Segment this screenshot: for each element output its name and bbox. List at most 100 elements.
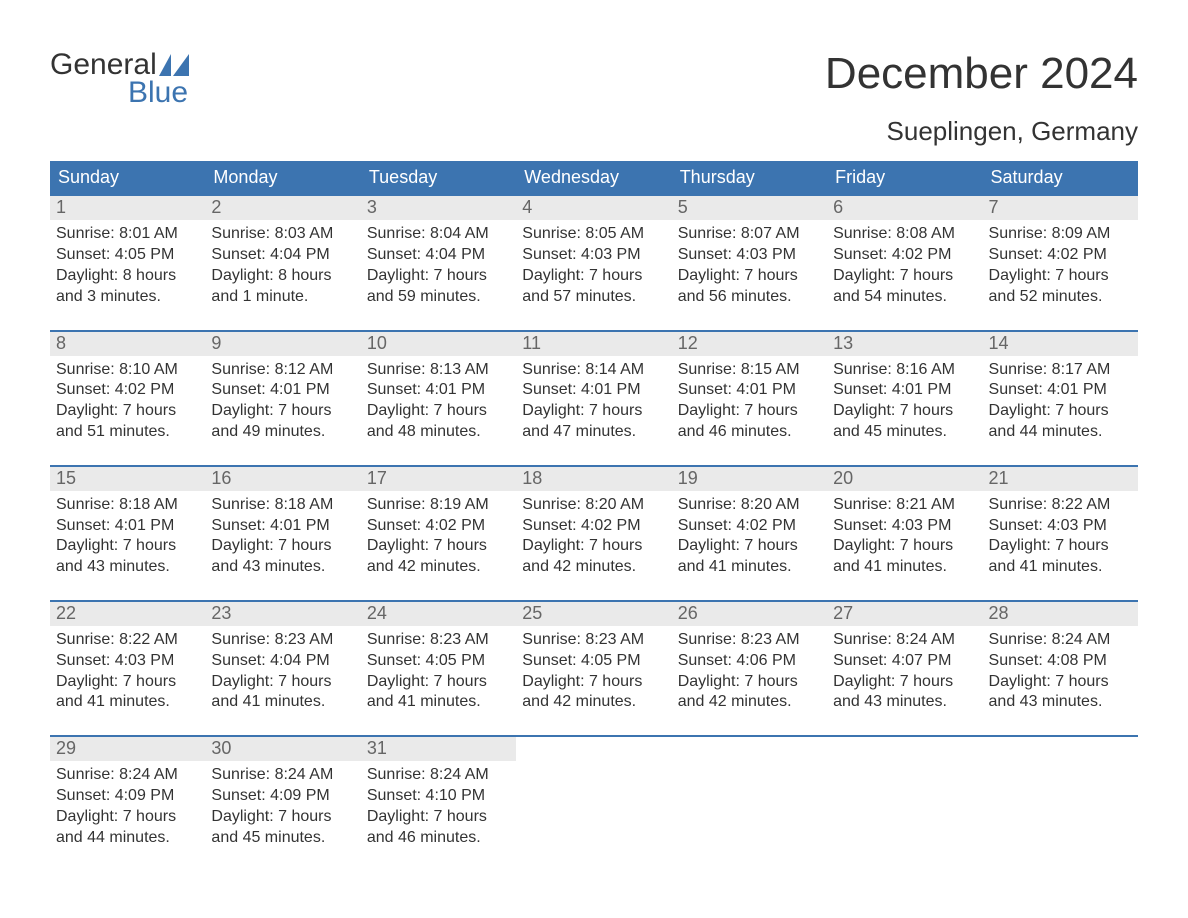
weekday-header: Thursday [672, 161, 827, 196]
day-detail: Sunrise: 8:10 AMSunset: 4:02 PMDaylight:… [50, 356, 205, 447]
day-line: Sunset: 4:02 PM [522, 516, 665, 537]
day-line: Daylight: 8 hours [56, 266, 199, 287]
day-line: and 46 minutes. [678, 422, 821, 443]
day-line: Daylight: 7 hours [56, 672, 199, 693]
calendar-week: 1Sunrise: 8:01 AMSunset: 4:05 PMDaylight… [50, 196, 1138, 311]
day-detail: Sunrise: 8:04 AMSunset: 4:04 PMDaylight:… [361, 220, 516, 311]
day-line: Sunrise: 8:03 AM [211, 224, 354, 245]
day-line: Sunset: 4:01 PM [56, 516, 199, 537]
day-detail: Sunrise: 8:14 AMSunset: 4:01 PMDaylight:… [516, 356, 671, 447]
day-line: Sunrise: 8:24 AM [211, 765, 354, 786]
day-number: 21 [983, 467, 1138, 491]
day-line: and 44 minutes. [56, 828, 199, 849]
day-detail: Sunrise: 8:21 AMSunset: 4:03 PMDaylight:… [827, 491, 982, 582]
calendar-day [827, 737, 982, 852]
calendar-day [983, 737, 1138, 852]
calendar-day: 15 Sunrise: 8:18 AMSunset: 4:01 PMDayligh… [50, 467, 205, 582]
day-detail: Sunrise: 8:24 AMSunset: 4:07 PMDaylight:… [827, 626, 982, 717]
weekday-header: Tuesday [361, 161, 516, 196]
day-number: 7 [983, 196, 1138, 220]
day-line: Sunrise: 8:14 AM [522, 360, 665, 381]
day-line: Sunset: 4:01 PM [367, 380, 510, 401]
day-detail: Sunrise: 8:08 AMSunset: 4:02 PMDaylight:… [827, 220, 982, 311]
day-number: 23 [205, 602, 360, 626]
day-detail: Sunrise: 8:12 AMSunset: 4:01 PMDaylight:… [205, 356, 360, 447]
day-line: Sunrise: 8:19 AM [367, 495, 510, 516]
day-line: Sunrise: 8:24 AM [367, 765, 510, 786]
calendar-day: 26Sunrise: 8:23 AMSunset: 4:06 PMDayligh… [672, 602, 827, 717]
day-detail: Sunrise: 8:24 AMSunset: 4:08 PMDaylight:… [983, 626, 1138, 717]
day-number: 8 [50, 332, 205, 356]
day-number: 18 [516, 467, 671, 491]
day-line: Sunrise: 8:24 AM [989, 630, 1132, 651]
day-line: and 41 minutes. [56, 692, 199, 713]
day-number: 27 [827, 602, 982, 626]
day-line: Sunset: 4:07 PM [833, 651, 976, 672]
day-line: Sunset: 4:05 PM [522, 651, 665, 672]
day-line: Daylight: 7 hours [211, 536, 354, 557]
day-number: 24 [361, 602, 516, 626]
calendar-day: 4Sunrise: 8:05 AMSunset: 4:03 PMDaylight… [516, 196, 671, 311]
day-number: 20 [827, 467, 982, 491]
calendar-day: 5Sunrise: 8:07 AMSunset: 4:03 PMDaylight… [672, 196, 827, 311]
day-detail: Sunrise: 8:09 AMSunset: 4:02 PMDaylight:… [983, 220, 1138, 311]
day-line: Sunset: 4:02 PM [367, 516, 510, 537]
day-line: Sunset: 4:06 PM [678, 651, 821, 672]
calendar-week: 8Sunrise: 8:10 AMSunset: 4:02 PMDaylight… [50, 330, 1138, 447]
calendar-day: 22Sunrise: 8:22 AMSunset: 4:03 PMDayligh… [50, 602, 205, 717]
day-line: Sunset: 4:09 PM [56, 786, 199, 807]
day-line: Sunrise: 8:23 AM [211, 630, 354, 651]
day-line: Sunset: 4:05 PM [56, 245, 199, 266]
day-detail: Sunrise: 8:22 AMSunset: 4:03 PMDaylight:… [983, 491, 1138, 582]
calendar-day: 12Sunrise: 8:15 AMSunset: 4:01 PMDayligh… [672, 332, 827, 447]
calendar-day: 19Sunrise: 8:20 AMSunset: 4:02 PMDayligh… [672, 467, 827, 582]
day-detail: Sunrise: 8:23 AMSunset: 4:05 PMDaylight:… [516, 626, 671, 717]
day-line: Sunset: 4:02 PM [56, 380, 199, 401]
day-detail: Sunrise: 8:18 AMSunset: 4:01 PMDaylight:… [205, 491, 360, 582]
day-number: 17 [361, 467, 516, 491]
calendar-day: 7Sunrise: 8:09 AMSunset: 4:02 PMDaylight… [983, 196, 1138, 311]
day-line: Daylight: 7 hours [989, 672, 1132, 693]
day-detail: Sunrise: 8:03 AMSunset: 4:04 PMDaylight:… [205, 220, 360, 311]
day-detail: Sunrise: 8:19 AMSunset: 4:02 PMDaylight:… [361, 491, 516, 582]
day-line: and 41 minutes. [833, 557, 976, 578]
day-detail: Sunrise: 8:01 AMSunset: 4:05 PMDaylight:… [50, 220, 205, 311]
day-line: Sunrise: 8:10 AM [56, 360, 199, 381]
day-line: Sunset: 4:03 PM [989, 516, 1132, 537]
day-line: Daylight: 8 hours [211, 266, 354, 287]
weekday-header: Friday [827, 161, 982, 196]
day-number: 15 [50, 467, 205, 491]
day-number: 30 [205, 737, 360, 761]
day-line: and 42 minutes. [522, 557, 665, 578]
day-line: Daylight: 7 hours [367, 401, 510, 422]
calendar-day: 2Sunrise: 8:03 AMSunset: 4:04 PMDaylight… [205, 196, 360, 311]
day-line: Sunrise: 8:24 AM [833, 630, 976, 651]
day-number: 6 [827, 196, 982, 220]
calendar-week: 29Sunrise: 8:24 AMSunset: 4:09 PMDayligh… [50, 735, 1138, 852]
day-line: Sunset: 4:03 PM [522, 245, 665, 266]
day-line: and 51 minutes. [56, 422, 199, 443]
day-line: and 41 minutes. [211, 692, 354, 713]
day-line: Sunrise: 8:13 AM [367, 360, 510, 381]
day-line: Sunrise: 8:01 AM [56, 224, 199, 245]
day-number: 29 [50, 737, 205, 761]
location-label: Sueplingen, Germany [825, 116, 1138, 147]
calendar-day [672, 737, 827, 852]
calendar-week: 22Sunrise: 8:22 AMSunset: 4:03 PMDayligh… [50, 600, 1138, 717]
day-line: and 48 minutes. [367, 422, 510, 443]
day-line: Daylight: 7 hours [56, 536, 199, 557]
day-line: Sunrise: 8:23 AM [522, 630, 665, 651]
day-line: Sunrise: 8:22 AM [989, 495, 1132, 516]
day-line: Sunset: 4:03 PM [678, 245, 821, 266]
calendar-day: 28Sunrise: 8:24 AMSunset: 4:08 PMDayligh… [983, 602, 1138, 717]
day-detail: Sunrise: 8:24 AMSunset: 4:09 PMDaylight:… [50, 761, 205, 852]
day-number: 13 [827, 332, 982, 356]
day-line: Sunset: 4:01 PM [989, 380, 1132, 401]
day-line: Daylight: 7 hours [522, 672, 665, 693]
day-detail: Sunrise: 8:05 AMSunset: 4:03 PMDaylight:… [516, 220, 671, 311]
calendar-day: 17Sunrise: 8:19 AMSunset: 4:02 PMDayligh… [361, 467, 516, 582]
day-line: Daylight: 7 hours [678, 536, 821, 557]
day-line: Daylight: 7 hours [56, 807, 199, 828]
day-line: and 45 minutes. [211, 828, 354, 849]
day-line: Sunrise: 8:18 AM [56, 495, 199, 516]
